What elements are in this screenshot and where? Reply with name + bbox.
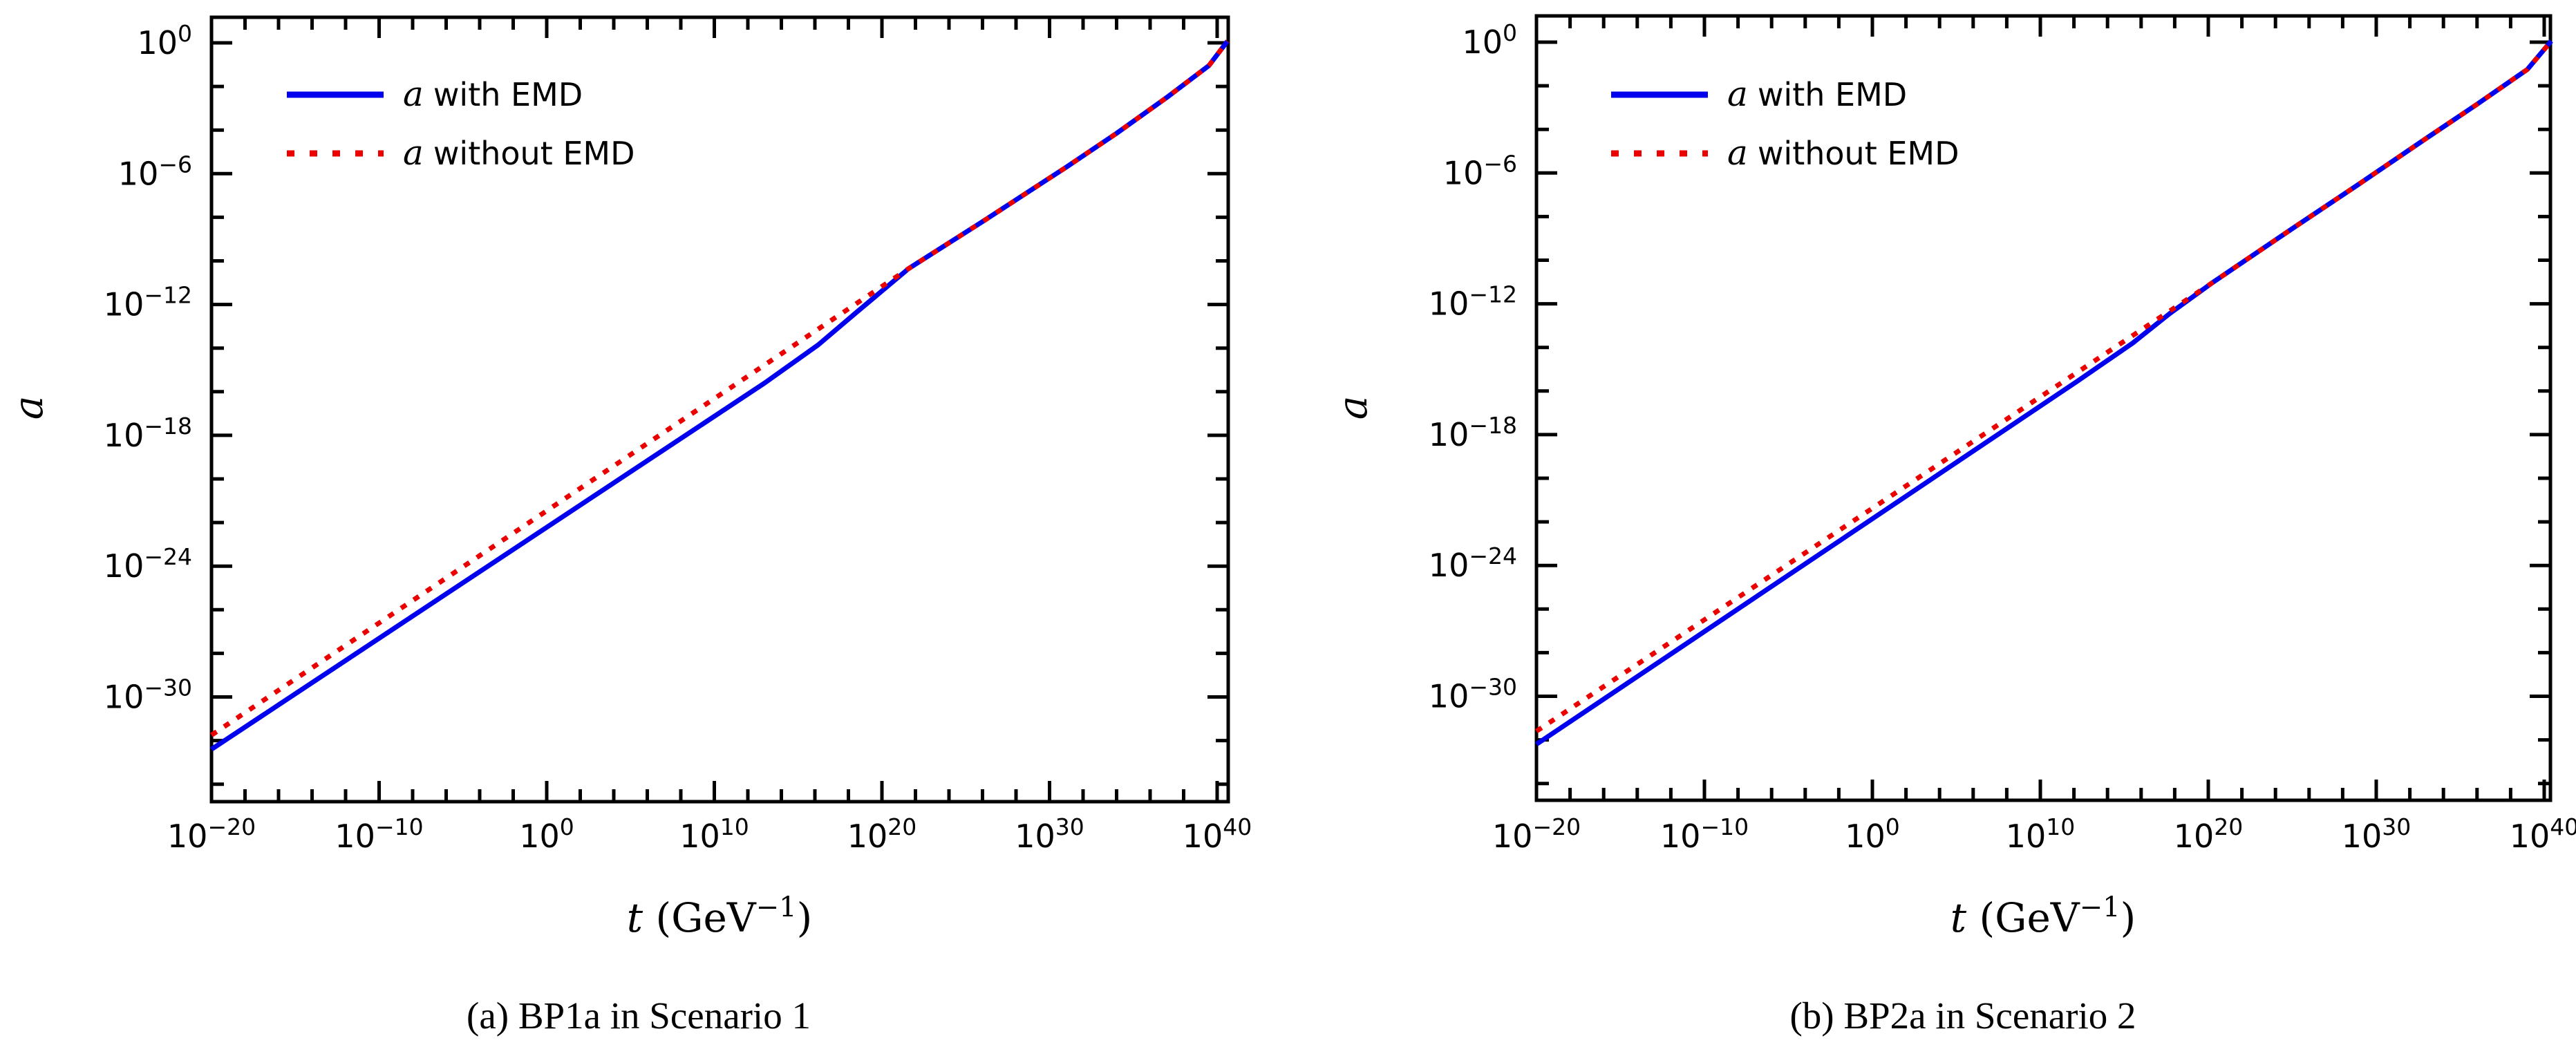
x-tick-label: 100 xyxy=(1845,813,1900,855)
x-axis-label: t (GeV−1) xyxy=(627,892,813,941)
caption-subfigure-b: (b) BP2a in Scenario 2 xyxy=(1789,994,2136,1037)
x-tick-label: 10−10 xyxy=(1660,813,1749,855)
y-axis-label: a xyxy=(5,396,52,420)
x-tick-label: 1040 xyxy=(2510,813,2576,855)
x-tick-label: 10−20 xyxy=(1492,813,1581,855)
x-tick-label: 1020 xyxy=(847,813,917,855)
x-tick-label: 1040 xyxy=(1183,813,1252,855)
x-tick-label: 10−10 xyxy=(335,813,423,855)
y-tick-label: 10−24 xyxy=(104,543,192,585)
axis-ticks xyxy=(1534,16,2550,800)
curves xyxy=(1535,39,2553,746)
tick-labels: 10−20 10−10 100 1010 1020 1030 1040 100 10−6 10−1… xyxy=(104,20,1252,855)
legend-label: a without EMD xyxy=(1727,133,1959,173)
legend-label: a with EMD xyxy=(1727,74,1907,114)
y-tick-label: 10−18 xyxy=(104,413,192,454)
x-tick-label: 1030 xyxy=(1015,813,1084,855)
caption-subfigure-a: (a) BP1a in Scenario 1 xyxy=(467,994,811,1037)
y-axis-label: a xyxy=(1329,396,1376,420)
axis-ticks xyxy=(209,17,1228,802)
y-tick-label: 10−6 xyxy=(1443,150,1517,191)
y-tick-label: 10−18 xyxy=(1429,412,1517,453)
legend-label: a with EMD xyxy=(403,74,583,114)
without-emd-curve xyxy=(1535,39,2553,733)
y-tick-label: 10−30 xyxy=(104,675,192,716)
x-tick-label: 100 xyxy=(519,813,574,855)
axes-spines xyxy=(209,15,1230,804)
x-tick-label: 1020 xyxy=(2174,813,2244,855)
y-tick-label: 10−30 xyxy=(1429,674,1517,715)
without-emd-curve xyxy=(210,39,1230,737)
legend: a with EMD a without EMD xyxy=(1611,74,1959,173)
y-tick-label: 10−6 xyxy=(118,151,192,192)
legend: a with EMD a without EMD xyxy=(287,74,635,173)
with-emd-curve xyxy=(1535,39,2553,746)
plot-b: 10−20 10−10 100 1010 1020 1030 1040 100 10−6 10−1… xyxy=(1329,14,2576,941)
y-tick-label: 10−12 xyxy=(1429,281,1517,323)
x-tick-label: 10−20 xyxy=(167,813,256,855)
curves xyxy=(210,39,1230,752)
x-axis-label: t (GeV−1) xyxy=(1950,892,2136,941)
y-tick-label: 100 xyxy=(1462,19,1517,61)
x-tick-label: 1030 xyxy=(2342,813,2412,855)
x-tick-label: 1010 xyxy=(679,813,749,855)
tick-labels: 10−20 10−10 100 1010 1020 1030 1040 100 10−6 10−1… xyxy=(1429,19,2576,855)
x-tick-label: 1010 xyxy=(2006,813,2076,855)
y-tick-label: 10−24 xyxy=(1429,543,1517,584)
axes-spines xyxy=(1534,14,2553,802)
y-tick-label: 100 xyxy=(137,20,192,62)
with-emd-curve xyxy=(210,39,1230,752)
y-tick-label: 10−12 xyxy=(104,282,192,323)
plot-a: 10−20 10−10 100 1010 1020 1030 1040 100 10−6 10−1… xyxy=(5,15,1252,941)
legend-label: a without EMD xyxy=(403,133,635,173)
